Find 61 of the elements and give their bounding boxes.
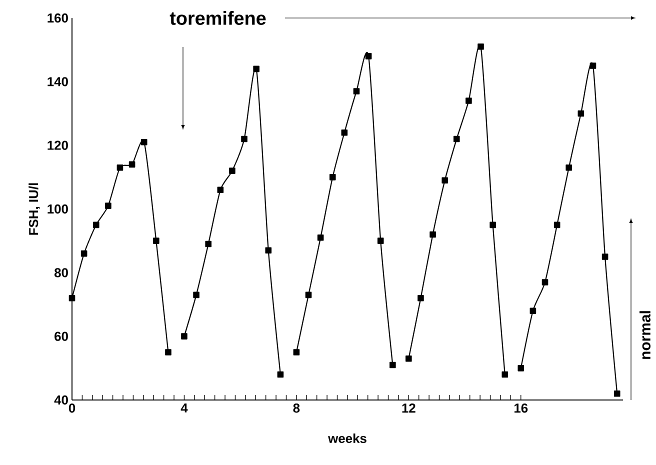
point <box>390 362 396 368</box>
point <box>502 371 508 378</box>
point <box>590 62 596 69</box>
point <box>602 254 608 260</box>
point <box>153 238 160 244</box>
annotation: toremifene <box>170 11 266 25</box>
point <box>205 240 212 248</box>
point <box>566 164 572 171</box>
point <box>293 349 300 356</box>
point <box>466 98 472 104</box>
point <box>181 333 188 340</box>
point <box>406 355 412 362</box>
point <box>518 365 524 372</box>
point <box>68 294 76 302</box>
y-axis-title: FSH, IU/l <box>28 183 40 235</box>
point <box>165 349 172 356</box>
y-tick-label: 120 <box>48 140 68 150</box>
y-tick-label: 80 <box>54 268 68 278</box>
point <box>341 129 348 136</box>
x-tick-label: 0 <box>68 404 76 413</box>
y-tick-label: 160 <box>48 13 68 23</box>
x-tick-label: 4 <box>180 404 188 412</box>
point <box>490 222 496 228</box>
point <box>418 294 424 302</box>
point <box>80 250 88 257</box>
point <box>265 247 272 254</box>
y-tick-label: 40 <box>54 395 68 405</box>
point <box>317 234 324 241</box>
point <box>453 136 460 142</box>
y-tick-label: 140 <box>48 77 68 86</box>
y-tick-label: 60 <box>54 332 68 341</box>
point <box>614 390 620 397</box>
point <box>217 186 224 194</box>
point <box>530 308 536 314</box>
point <box>105 202 112 209</box>
point <box>229 168 236 174</box>
point <box>116 164 124 171</box>
point <box>442 177 448 184</box>
point <box>430 231 436 238</box>
x-axis-title: weeks <box>328 434 366 444</box>
point <box>353 88 360 94</box>
point <box>305 292 312 298</box>
x-tick-label: 12 <box>402 404 416 413</box>
point <box>277 371 284 378</box>
point <box>140 138 148 146</box>
point <box>542 279 548 286</box>
point <box>193 292 200 298</box>
point <box>128 161 136 168</box>
point <box>377 238 384 244</box>
point <box>253 66 260 72</box>
point <box>365 53 372 60</box>
point <box>554 222 560 228</box>
x-tick-label: 8 <box>293 404 300 413</box>
point <box>478 43 484 50</box>
point <box>329 174 336 180</box>
x-tick-label: 16 <box>514 404 528 413</box>
text: normal <box>640 311 650 359</box>
point <box>578 110 584 117</box>
point <box>92 222 100 228</box>
y-tick-label: 100 <box>48 204 68 214</box>
point <box>241 136 248 142</box>
